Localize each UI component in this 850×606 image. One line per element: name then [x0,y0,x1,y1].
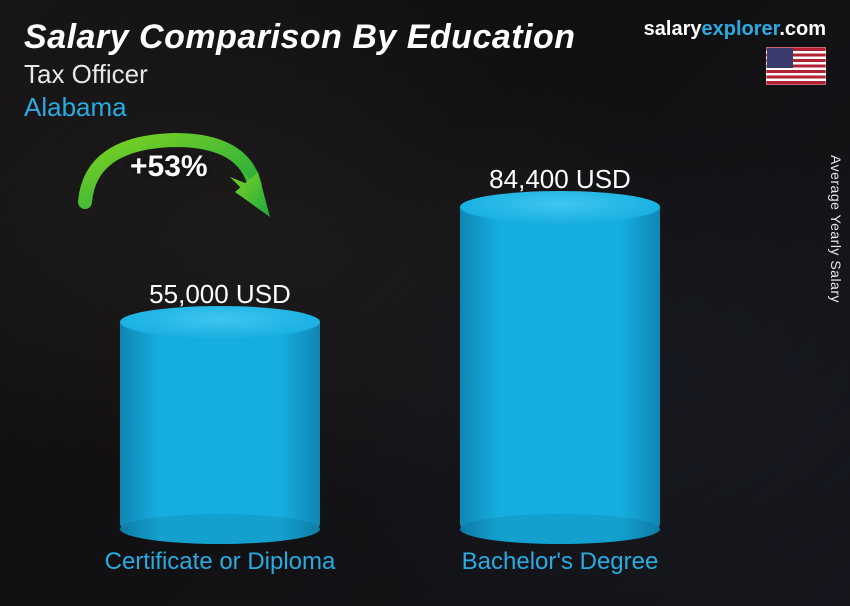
flag-icon [766,47,826,85]
brand-block: salaryexplorer.com [644,18,826,85]
bar-1 [120,322,320,542]
location-label: Alabama [24,92,576,123]
bar-2-wrap: 84,400 USD [460,164,660,542]
job-subtitle: Tax Officer [24,59,576,90]
brand-part1: salary [644,18,702,40]
bar-1-body [120,322,320,542]
brand-suffix: .com [779,18,826,40]
brand-part2: explorer [701,18,779,40]
header: Salary Comparison By Education Tax Offic… [24,18,826,123]
brand-logo: salaryexplorer.com [644,18,826,41]
percent-increase-badge: +53% [130,150,208,184]
y-axis-label: Average Yearly Salary [828,155,844,303]
bar-1-wrap: 55,000 USD [120,279,320,542]
bar-1-top [120,306,320,338]
infographic-container: Salary Comparison By Education Tax Offic… [0,0,850,606]
bar-1-label: Certificate or Diploma [70,548,370,576]
bar-2-top [460,191,660,223]
bar-2-body [460,207,660,542]
bar-2 [460,207,660,542]
bar-2-label: Bachelor's Degree [410,548,710,576]
title-block: Salary Comparison By Education Tax Offic… [24,18,576,123]
chart-area: +53% 55,000 USD Certificate or Diploma 8… [60,150,770,576]
page-title: Salary Comparison By Education [24,18,576,57]
